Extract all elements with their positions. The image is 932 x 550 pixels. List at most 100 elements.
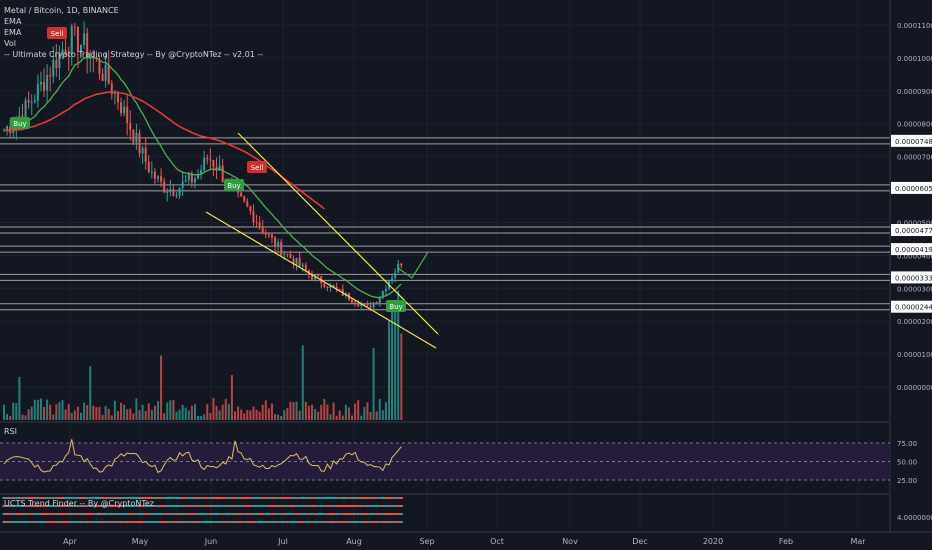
volume-bar [52,414,55,420]
candle-body [258,222,261,227]
ema-slow-label: EMA [4,28,22,37]
trend-cell [298,513,302,515]
trend-cell [24,505,28,507]
trend-cell [236,521,240,523]
trend-cell [107,497,111,499]
volume-bar [172,400,175,420]
trend-cell [282,505,286,507]
candle-body [378,297,381,303]
candle-body [169,189,172,192]
trend-cell [141,513,145,515]
trend-cell [141,505,145,507]
trend-cell [208,521,212,523]
volume-bar [270,403,273,420]
trend-cell [116,521,120,523]
candle-body [249,206,252,212]
trend-cell [270,521,274,523]
volume-bar [64,409,67,420]
trend-cell [119,521,123,523]
trend-cell [285,505,289,507]
trend-cell [248,505,252,507]
trend-cell [313,521,317,523]
trend-cell [325,521,329,523]
trend-cell [292,505,296,507]
trend-cell [64,521,68,523]
candle-body [338,289,341,291]
trend-cell [156,497,160,499]
ema-fast-line [3,57,402,299]
trend-cell [57,513,61,515]
trend-cell [73,521,77,523]
level-price-tag [891,181,932,194]
trend-cell [101,521,105,523]
candle-body [132,130,135,143]
volume-bar [113,400,116,420]
trend-cell [101,505,105,507]
volume-bar [67,404,70,420]
trend-cell [178,521,182,523]
volume-bar [274,414,277,420]
trend-cell [113,505,117,507]
trend-cell [347,513,351,515]
trend-cell [218,513,222,515]
volume-bar [218,410,221,420]
trend-cell [79,497,83,499]
volume-bar [46,399,49,420]
candle-body [43,81,46,91]
trend-cell [267,513,271,515]
trend-cell [11,513,15,515]
trend-cell [48,505,52,507]
trend-cell [304,505,308,507]
volume-bar [298,410,301,420]
volume-bar [76,406,79,420]
trend-cell [233,513,237,515]
trend-cell [190,521,194,523]
trend-cell [2,521,6,523]
trend-cell [310,505,314,507]
volume-bar [388,320,390,420]
trend-cell [242,505,246,507]
trend-cell [365,497,369,499]
trend-cell [79,513,83,515]
candle-body [193,178,196,183]
trend-cell [205,497,209,499]
volume-bar [15,403,18,420]
trend-cell [85,521,89,523]
trend-cell [307,513,311,515]
trend-cell [85,497,89,499]
trend-cell [174,505,178,507]
trend-cell [165,497,169,499]
trend-cell [190,505,194,507]
sell-signal-label: Sell [51,30,64,38]
candle-body [243,196,246,202]
trend-cell [27,505,31,507]
trend-cell [128,521,132,523]
trend-cell [11,521,15,523]
trend-cell [258,521,262,523]
trend-cell [359,497,363,499]
volume-bar [351,415,354,420]
rsi-tick-label: 25.00 [897,477,917,485]
volume-bar [163,413,166,420]
candle-body [98,59,101,74]
trend-cell [307,521,311,523]
trend-cell [378,513,382,515]
trend-cell [42,505,46,507]
volume-bar [354,403,357,420]
volume-bar [12,402,15,420]
trend-cell [70,513,74,515]
buy-signal-badge [10,117,30,129]
volume-bar [150,409,153,420]
trend-cell [316,513,320,515]
candle-body [184,180,187,182]
trend-cell [156,513,160,515]
volume-bar [369,411,372,420]
trend-cell [128,513,132,515]
trend-cell [356,521,360,523]
trend-cell [227,505,231,507]
trend-cell [347,497,351,499]
candle-body [30,102,33,104]
